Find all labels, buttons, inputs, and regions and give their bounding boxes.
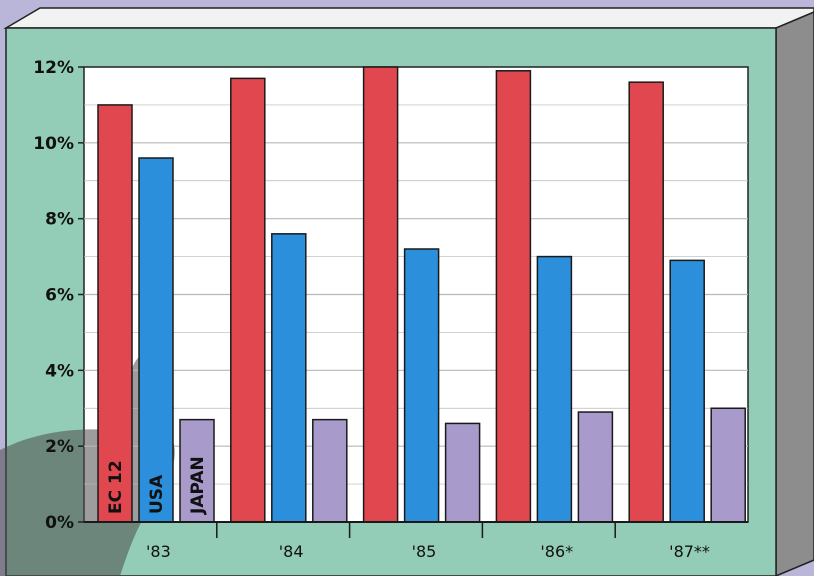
board-top-face [3,7,814,29]
x-tick-label: '87** [669,542,710,561]
bar-usa-3 [536,255,573,523]
x-tick-label: '86* [540,542,573,561]
bar-japan-2 [444,422,481,523]
y-tick-label: 12% [33,58,74,78]
y-axis: 0% 2% 4% 6% 8% 10% 12% [33,58,84,533]
y-tick-label: 10% [33,134,74,154]
series-label-japan: JAPAN [188,456,208,515]
y-tick-label: 2% [45,437,74,457]
board-side-face [775,11,814,576]
bar-ec-12-0 [97,104,133,523]
bar-japan-1 [312,418,348,523]
y-tick-label: 8% [45,210,74,230]
series-label-usa: USA [147,474,167,514]
series-label-ec-12: EC 12 [106,460,126,514]
bar-japan-4 [710,407,746,523]
bar-usa-2 [403,248,440,523]
bar-usa-0 [138,157,174,523]
y-tick-label: 4% [45,361,74,381]
bar-ec-12-4 [628,81,664,523]
y-tick-label: 0% [45,513,74,533]
bar-usa-4 [669,259,705,523]
bar-japan-3 [577,411,614,523]
bar-ec-12-3 [495,70,532,523]
bar-ec-12-2 [362,66,399,523]
x-tick-label: '84 [279,542,304,561]
x-tick-label: '85 [412,542,437,561]
y-tick-label: 6% [45,286,74,306]
bar-ec-12-1 [230,77,266,523]
series-labels-layer: EC 12 USA JAPAN [106,456,208,515]
x-axis: '83 '84 '85 '86* '87** [84,521,748,561]
bar-usa-1 [271,233,307,523]
x-tick-label: '83 [146,542,171,561]
bars-layer [97,66,746,523]
